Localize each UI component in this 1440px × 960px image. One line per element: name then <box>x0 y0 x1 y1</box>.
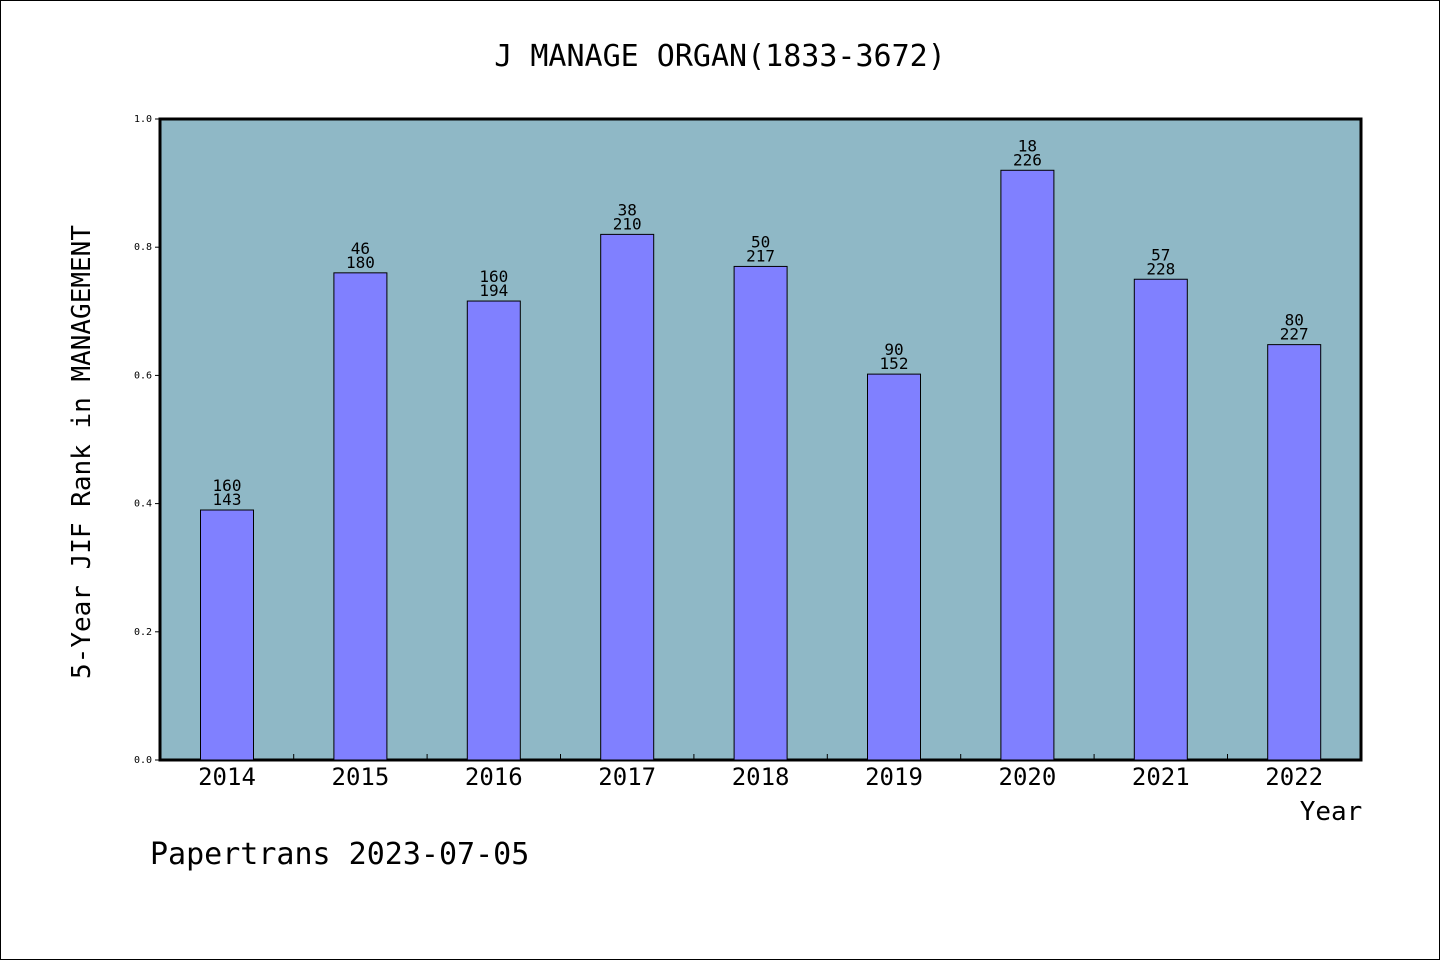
y-tick-label: 0.0 <box>134 755 152 766</box>
bar-rank-label: 38 <box>618 200 637 219</box>
bar-2019 <box>867 373 921 761</box>
y-tick-label: 0.4 <box>134 499 152 510</box>
bar-2020 <box>1000 169 1055 761</box>
bar-total-label: 226 <box>1013 150 1042 169</box>
bar-rank-label: 160 <box>479 267 508 286</box>
bar-rank-label: 18 <box>1018 136 1037 155</box>
y-tick-label: 0.8 <box>134 242 152 253</box>
y-tick-label: 0.2 <box>134 627 152 638</box>
chart-title: J MANAGE ORGAN(1833-3672) <box>494 39 946 74</box>
y-tick-label: 0.6 <box>134 370 152 381</box>
x-tick-label: 2016 <box>465 763 523 791</box>
y-tick-label: 1.0 <box>134 114 152 125</box>
bar-total-label: 194 <box>479 281 508 300</box>
x-tick-label: 2018 <box>732 763 790 791</box>
y-axis-label: 5-Year JIF Rank in MANAGEMENT <box>67 225 97 679</box>
x-tick-label: 2022 <box>1265 763 1323 791</box>
x-tick-label: 2020 <box>999 763 1057 791</box>
bar-rank-label: 46 <box>351 239 370 258</box>
bar-rank-label: 57 <box>1151 245 1170 264</box>
bar-rank-label: 80 <box>1285 311 1304 330</box>
bar-total-label: 180 <box>346 253 375 272</box>
x-tick-label: 2019 <box>865 763 923 791</box>
bar-2018 <box>733 265 788 761</box>
bar-labels-group: 1601434618016019438210502179015218226572… <box>213 136 1309 509</box>
bar-total-label: 210 <box>613 214 642 233</box>
bar-rank-label: 160 <box>213 476 242 495</box>
bar-rank-label: 50 <box>751 232 770 251</box>
bar-rank-label: 90 <box>884 340 903 359</box>
x-tick-label: 2017 <box>598 763 656 791</box>
x-tick-label: 2021 <box>1132 763 1190 791</box>
y-axis-ticks: 0.0 0.2 0.4 0.6 0.8 1.0 <box>134 114 160 766</box>
bar-2021 <box>1133 278 1188 761</box>
bars-group <box>200 169 1322 761</box>
bar-total-label: 227 <box>1280 325 1309 344</box>
bar-total-label: 217 <box>746 246 775 265</box>
bar-2022 <box>1267 344 1322 761</box>
x-tick-label: 2014 <box>198 763 256 791</box>
x-tick-label: 2015 <box>332 763 390 791</box>
x-axis-ticks: 2014 2015 2016 2017 2018 2019 2020 2021 2022 <box>198 754 1323 791</box>
bar-total-label: 228 <box>1146 259 1175 278</box>
bar-2015 <box>333 272 388 761</box>
bar-total-label: 143 <box>213 490 242 509</box>
bar-total-label: 152 <box>880 354 909 373</box>
bar-2016 <box>466 300 521 761</box>
x-axis-label: Year <box>1300 797 1363 827</box>
footer-credit: Papertrans 2023-07-05 <box>150 837 529 872</box>
bar-2014 <box>200 509 254 761</box>
bar-2017 <box>600 233 655 761</box>
